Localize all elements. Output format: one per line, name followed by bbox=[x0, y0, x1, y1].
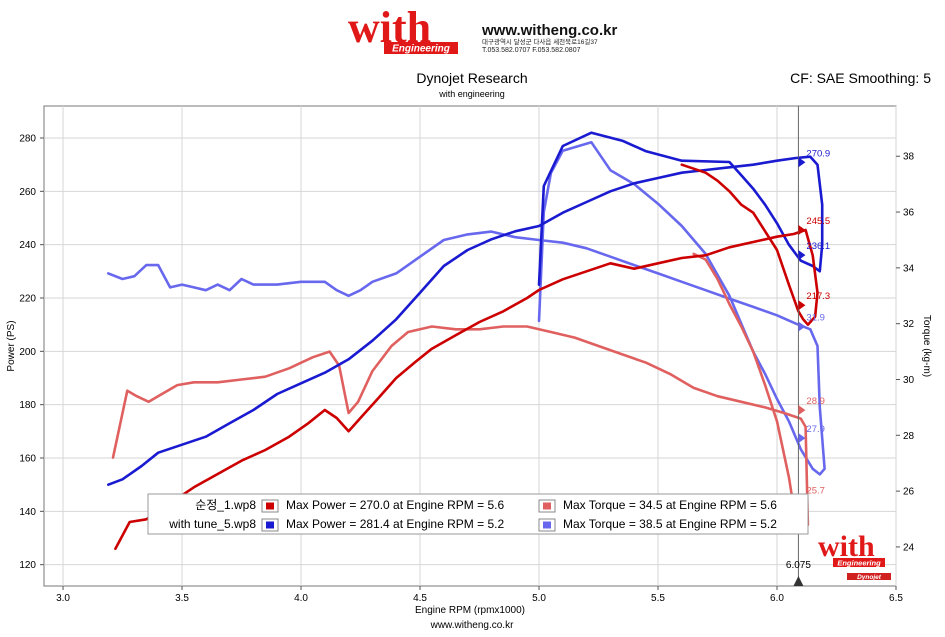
x-axis-title: Engine RPM (rpmx1000) bbox=[415, 605, 525, 616]
x-tick-label: 6.5 bbox=[889, 593, 903, 604]
x-tick-label: 6.0 bbox=[770, 593, 784, 604]
footer-logo-sub: Engineering bbox=[837, 559, 881, 568]
x-tick-label: 5.5 bbox=[651, 593, 665, 604]
end-value-label: 28.9 bbox=[806, 396, 825, 407]
legend-power-swatch-fill bbox=[266, 521, 274, 529]
x-tick-label: 4.5 bbox=[413, 593, 427, 604]
footer-brand-logo: with Engineering bbox=[818, 530, 885, 568]
end-value-label: 245.5 bbox=[806, 216, 830, 227]
cursor-rpm-label: 6.075 bbox=[786, 560, 811, 571]
y-tick-label: 220 bbox=[19, 294, 36, 305]
legend-row-tune: with tune_5.wp8 Max Power = 281.4 at Eng… bbox=[168, 517, 777, 532]
legend-power-text: Max Power = 270.0 at Engine RPM = 5.6 bbox=[286, 498, 504, 512]
legend-row-stock: 순정_1.wp8 Max Power = 270.0 at Engine RPM… bbox=[195, 498, 777, 513]
series-line-0 bbox=[114, 163, 819, 550]
x-tick-label: 4.0 bbox=[294, 593, 308, 604]
y-tick-label: 240 bbox=[19, 240, 36, 251]
legend-file: with tune_5.wp8 bbox=[168, 517, 256, 531]
header-phone: T.053.582.0707 F.053.582.0807 bbox=[482, 47, 581, 54]
x-tick-label: 5.0 bbox=[532, 593, 546, 604]
header-url: www.witheng.co.kr bbox=[481, 22, 617, 39]
footer-logo-sub-bg bbox=[833, 558, 885, 567]
footer-url: www.witheng.co.kr bbox=[430, 620, 514, 631]
dynojet-logo-bar bbox=[847, 573, 891, 580]
end-marker bbox=[798, 405, 806, 416]
logo-sub: Engineering bbox=[392, 44, 450, 55]
end-marker bbox=[798, 433, 806, 444]
y2-tick-label: 30 bbox=[903, 375, 915, 386]
cf-smoothing-text: CF: SAE Smoothing: 5 bbox=[790, 70, 931, 86]
dynojet-logo: Dynojet bbox=[847, 573, 891, 581]
end-marker bbox=[798, 157, 806, 168]
y-tick-label: 120 bbox=[19, 560, 36, 571]
y2-axis-title: Torque (kg-m) bbox=[921, 315, 932, 377]
x-tick-label: 3.5 bbox=[175, 593, 189, 604]
y2-tick-label: 26 bbox=[903, 487, 915, 498]
y-tick-label: 180 bbox=[19, 400, 36, 411]
y2-tick-label: 32 bbox=[903, 319, 915, 330]
end-value-label: 236.1 bbox=[806, 241, 830, 252]
header-address: 대구광역시 달성군 다사읍 세천북로16길37 bbox=[482, 37, 598, 46]
chart-title: Dynojet Research bbox=[416, 70, 527, 86]
y-tick-label: 260 bbox=[19, 187, 36, 198]
legend-power-swatch-fill bbox=[266, 502, 274, 510]
y2-tick-label: 24 bbox=[903, 542, 915, 553]
chart-subtitle: with engineering bbox=[438, 89, 505, 99]
legend: 순정_1.wp8 Max Power = 270.0 at Engine RPM… bbox=[147, 493, 809, 535]
series-layer bbox=[107, 131, 826, 550]
y2-tick-label: 28 bbox=[903, 431, 915, 442]
dynojet-logo-text: Dynojet bbox=[857, 574, 882, 581]
end-value-label: 270.9 bbox=[806, 148, 830, 159]
end-value-label: 27.9 bbox=[806, 424, 825, 435]
header-logo: with Engineering bbox=[348, 3, 458, 55]
end-marker bbox=[798, 250, 806, 261]
axes: 3.0 3.5 4.0 4.5 5.0 5.5 6.0 6.5 120 140 160 180 200 2… bbox=[19, 134, 914, 605]
end-value-label: 25.7 bbox=[806, 485, 825, 496]
series-line-3 bbox=[107, 141, 826, 476]
cursor-handle[interactable] bbox=[793, 576, 804, 586]
footer-logo-word: with bbox=[818, 530, 875, 563]
legend-torque-swatch-fill bbox=[543, 521, 551, 529]
y2-tick-label: 36 bbox=[903, 208, 915, 219]
y2-tick-label: 38 bbox=[903, 152, 915, 163]
y2-tick-label: 34 bbox=[903, 263, 915, 274]
y-axis-title: Power (PS) bbox=[6, 320, 17, 371]
legend-torque-text: Max Torque = 34.5 at Engine RPM = 5.6 bbox=[563, 498, 777, 512]
end-marker bbox=[798, 300, 806, 311]
end-labels: 270.9 245.5 236.1 217.3 31.9 28.9 27.9 25.7 bbox=[798, 148, 830, 505]
end-value-label: 217.3 bbox=[806, 291, 830, 302]
legend-torque-swatch-fill bbox=[543, 502, 551, 510]
y-tick-label: 280 bbox=[19, 134, 36, 145]
legend-box bbox=[147, 493, 809, 535]
legend-file: 순정_1.wp8 bbox=[195, 498, 256, 512]
y-tick-label: 200 bbox=[19, 347, 36, 358]
logo-sub-bg bbox=[384, 42, 458, 54]
series-line-1 bbox=[107, 131, 824, 486]
end-marker bbox=[798, 225, 806, 235]
series-line-2 bbox=[111, 252, 810, 535]
legend-torque-text: Max Torque = 38.5 at Engine RPM = 5.2 bbox=[563, 517, 777, 531]
y-tick-label: 140 bbox=[19, 507, 36, 518]
end-marker bbox=[798, 321, 806, 332]
y-tick-label: 160 bbox=[19, 454, 36, 465]
x-tick-label: 3.0 bbox=[56, 593, 70, 604]
legend-power-text: Max Power = 281.4 at Engine RPM = 5.2 bbox=[286, 517, 504, 531]
end-value-label: 31.9 bbox=[806, 312, 825, 323]
